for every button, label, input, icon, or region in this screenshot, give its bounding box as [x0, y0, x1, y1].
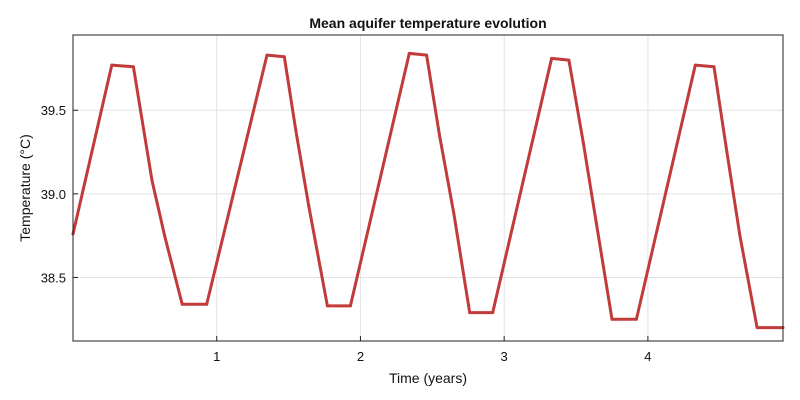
- x-tick-label: 1: [213, 349, 220, 364]
- x-tick-label: 3: [501, 349, 508, 364]
- temperature-data-point: [325, 304, 329, 308]
- temperature-data-point: [581, 140, 585, 144]
- temperature-data-point: [725, 150, 729, 154]
- temperature-data-point: [693, 63, 697, 67]
- temperature-data-point: [610, 317, 614, 321]
- temperature-data-point: [452, 212, 456, 216]
- y-tick-label: 38.5: [41, 270, 66, 285]
- x-tick-label: 2: [357, 349, 364, 364]
- grid-lines: [73, 35, 783, 341]
- temperature-data-point: [205, 302, 209, 306]
- temperature-data-point: [307, 204, 311, 208]
- temperature-data-point: [438, 133, 441, 137]
- temperature-data-point: [550, 56, 554, 60]
- temperature-data-point: [265, 53, 269, 57]
- temperature-data-point: [468, 311, 472, 315]
- temperature-data-point: [180, 302, 184, 306]
- y-tick-label: 39.0: [41, 187, 66, 202]
- chart-title: Mean aquifer temperature evolution: [309, 15, 546, 31]
- temperature-data-point: [491, 311, 495, 315]
- temperature-data-point: [163, 235, 167, 239]
- y-axis-label: Temperature (°C): [17, 134, 33, 242]
- temperature-data-point: [634, 317, 638, 321]
- temperature-data-point: [294, 128, 298, 132]
- temperature-series-line: [71, 51, 783, 330]
- temperature-data-point: [110, 63, 114, 67]
- tick-marks: [73, 109, 649, 341]
- temperature-data-point: [131, 65, 135, 69]
- temperature-data-point: [407, 51, 411, 55]
- temperature-data-point: [150, 179, 154, 182]
- x-tick-label: 4: [644, 349, 651, 364]
- temperature-data-point: [282, 55, 286, 59]
- plot-frame: [72, 34, 784, 342]
- temperature-data-point: [348, 304, 352, 308]
- series-layer: [71, 51, 785, 330]
- x-axis-label: Time (years): [389, 370, 467, 386]
- temperature-data-point: [594, 220, 598, 224]
- temperature-data-point: [712, 65, 716, 69]
- temperature-data-point: [567, 58, 571, 62]
- temperature-data-point: [738, 234, 742, 238]
- temperature-data-point: [425, 53, 429, 57]
- y-tick-label: 39.5: [41, 103, 66, 118]
- temperature-data-point: [755, 326, 759, 330]
